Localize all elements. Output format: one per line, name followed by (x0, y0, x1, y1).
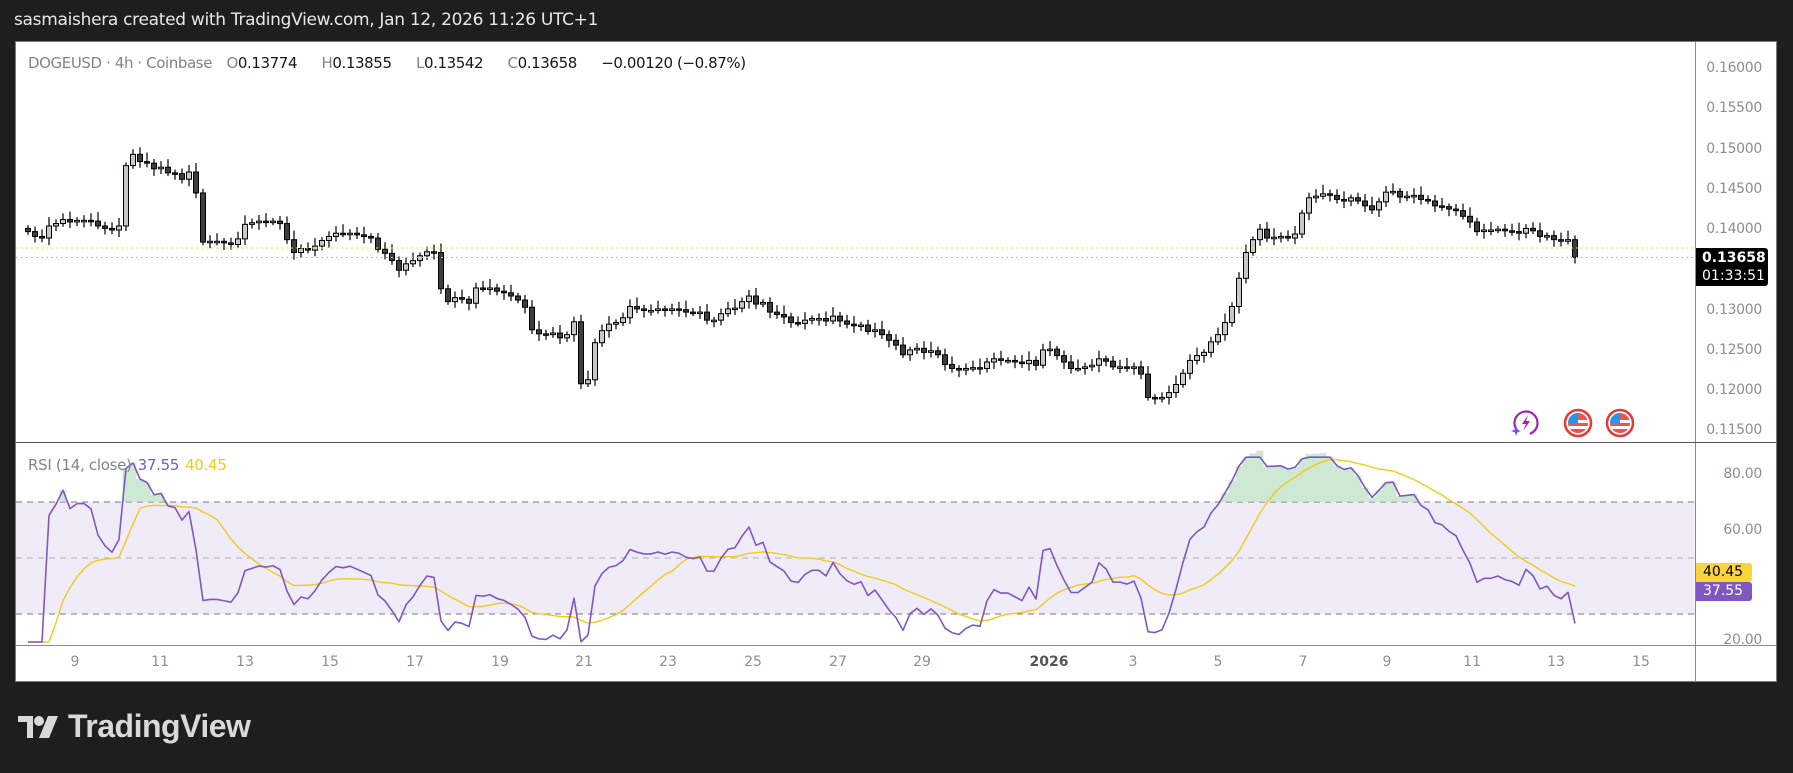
time-axis-label: 19 (491, 654, 509, 670)
time-axis-label: 9 (1382, 654, 1392, 670)
time-axis-label: 27 (829, 654, 847, 670)
time-axis-label: 2026 (1029, 654, 1069, 670)
chart-caption: sasmaishera created with TradingView.com… (14, 10, 599, 30)
chart-frame[interactable]: DOGEUSD · 4h · Coinbase O0.13774 H0.1385… (15, 41, 1777, 682)
rsi-title: RSI (14, close) (28, 456, 132, 474)
rsi-axis-label-80: 80.00 (1723, 466, 1762, 482)
rsi-axis-label-20: 20.00 (1723, 632, 1762, 644)
time-axis-label: 15 (1632, 654, 1650, 670)
price-axis-divider (1695, 42, 1696, 682)
low-value: 0.13542 (423, 54, 484, 72)
tradingview-logo-icon (18, 715, 58, 738)
high-value: 0.13855 (332, 54, 392, 72)
rsi-ma-badge: 40.45 (1696, 563, 1752, 582)
price-axis-label: 0.15000 (1706, 140, 1762, 157)
time-axis-label: 7 (1298, 654, 1308, 670)
tradingview-logo[interactable]: TradingView (18, 708, 251, 745)
time-axis-label: 13 (236, 654, 254, 670)
time-axis-label: 11 (1463, 654, 1481, 670)
price-axis-label: 0.14000 (1706, 221, 1762, 237)
time-axis-label: 13 (1547, 654, 1565, 670)
time-axis-label: 3 (1128, 654, 1138, 670)
rsi-value: 37.55 (137, 456, 180, 474)
close-value: 0.13658 (517, 54, 578, 72)
time-axis-label: 29 (913, 654, 931, 670)
price-axis-label: 0.12000 (1706, 382, 1762, 398)
price-axis-label: 0.12500 (1706, 341, 1762, 358)
time-axis-label: 9 (70, 654, 80, 670)
price-axis-label: 0.15500 (1706, 100, 1762, 117)
price-axis-label: 0.13000 (1706, 301, 1762, 318)
time-axis-label: 25 (744, 654, 762, 670)
time-axis-label: 5 (1213, 654, 1223, 670)
chart-canvas[interactable] (16, 42, 1776, 682)
rsi-axis-label-60: 60.00 (1723, 522, 1762, 538)
lightning-sparkle-icon[interactable] (1510, 408, 1540, 438)
time-axis-label: 15 (321, 654, 339, 670)
open-value: 0.13774 (237, 54, 298, 72)
time-axis-label: 11 (151, 654, 169, 670)
time-axis-label: 23 (659, 654, 677, 670)
us-flag-event-icon[interactable] (1563, 408, 1593, 438)
bar-countdown: 01:33:51 (1702, 268, 1765, 284)
time-axis-divider (16, 645, 1776, 646)
change-value: −0.00120 (−0.87%) (601, 54, 746, 72)
rsi-legend[interactable]: RSI (14, close) 37.55 40.45 (28, 456, 227, 474)
time-axis-label: 21 (575, 654, 593, 670)
pane-divider[interactable] (16, 442, 1776, 443)
rsi-ma-value: 40.45 (185, 456, 227, 474)
tradingview-logo-text: TradingView (68, 708, 251, 744)
price-axis-label: 0.14500 (1706, 180, 1762, 197)
symbol-legend: DOGEUSD · 4h · Coinbase O0.13774 H0.1385… (28, 54, 746, 72)
price-axis-label: 0.16000 (1706, 60, 1762, 76)
time-axis-label: 17 (406, 654, 424, 670)
symbol-info[interactable]: DOGEUSD · 4h · Coinbase (28, 54, 213, 72)
current-price-label: 0.13658 01:33:51 (1696, 248, 1768, 286)
us-flag-event-icon[interactable] (1605, 408, 1635, 438)
rsi-value-badge: 37.55 (1696, 582, 1752, 601)
price-axis-label: 0.11500 (1706, 422, 1762, 439)
